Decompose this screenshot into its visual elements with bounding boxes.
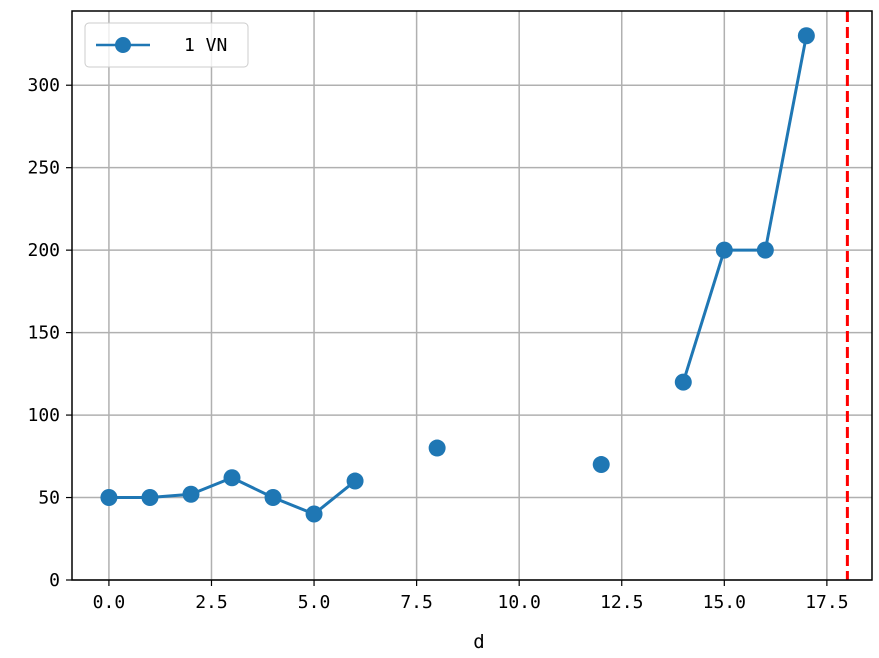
x-tick-label: 5.0 — [298, 592, 331, 613]
legend: 1 VN — [84, 22, 249, 68]
data-point — [346, 472, 364, 490]
axis-ticks: 0.0 2.5 5.0 7.5 10.0 12.5 15.0 17.5 0 50 100 150 200… — [27, 75, 848, 613]
series-layer — [100, 27, 815, 523]
data-point — [223, 469, 241, 487]
y-tick-label: 150 — [27, 323, 60, 344]
x-tick-label: 2.5 — [195, 592, 228, 613]
data-point — [264, 489, 282, 507]
y-tick-label: 300 — [27, 75, 60, 96]
legend-label: 1 VN — [184, 35, 227, 56]
y-tick-label: 50 — [38, 488, 60, 509]
data-point — [592, 456, 610, 474]
data-point — [182, 485, 200, 503]
x-tick-label: 7.5 — [400, 592, 433, 613]
x-tick-label: 15.0 — [703, 592, 746, 613]
x-tick-label: 17.5 — [805, 592, 848, 613]
data-point — [305, 505, 323, 523]
legend-marker-swatch — [115, 37, 131, 53]
y-tick-label: 100 — [27, 405, 60, 426]
data-point — [756, 241, 774, 259]
data-point — [141, 489, 159, 507]
series-line — [681, 35, 808, 383]
x-axis-label: d — [473, 631, 484, 653]
x-tick-label: 10.0 — [497, 592, 540, 613]
plot-frame — [71, 10, 873, 581]
x-tick-label: 0.0 — [93, 592, 126, 613]
x-tick-label: 12.5 — [600, 592, 643, 613]
data-point — [428, 439, 446, 457]
data-point — [674, 373, 692, 391]
data-point — [715, 241, 733, 259]
y-tick-label: 200 — [27, 240, 60, 261]
y-tick-label: 250 — [27, 158, 60, 179]
y-tick-label: 0 — [49, 570, 60, 591]
legend-box — [84, 22, 249, 68]
data-point — [100, 489, 118, 507]
data-point — [797, 27, 815, 45]
